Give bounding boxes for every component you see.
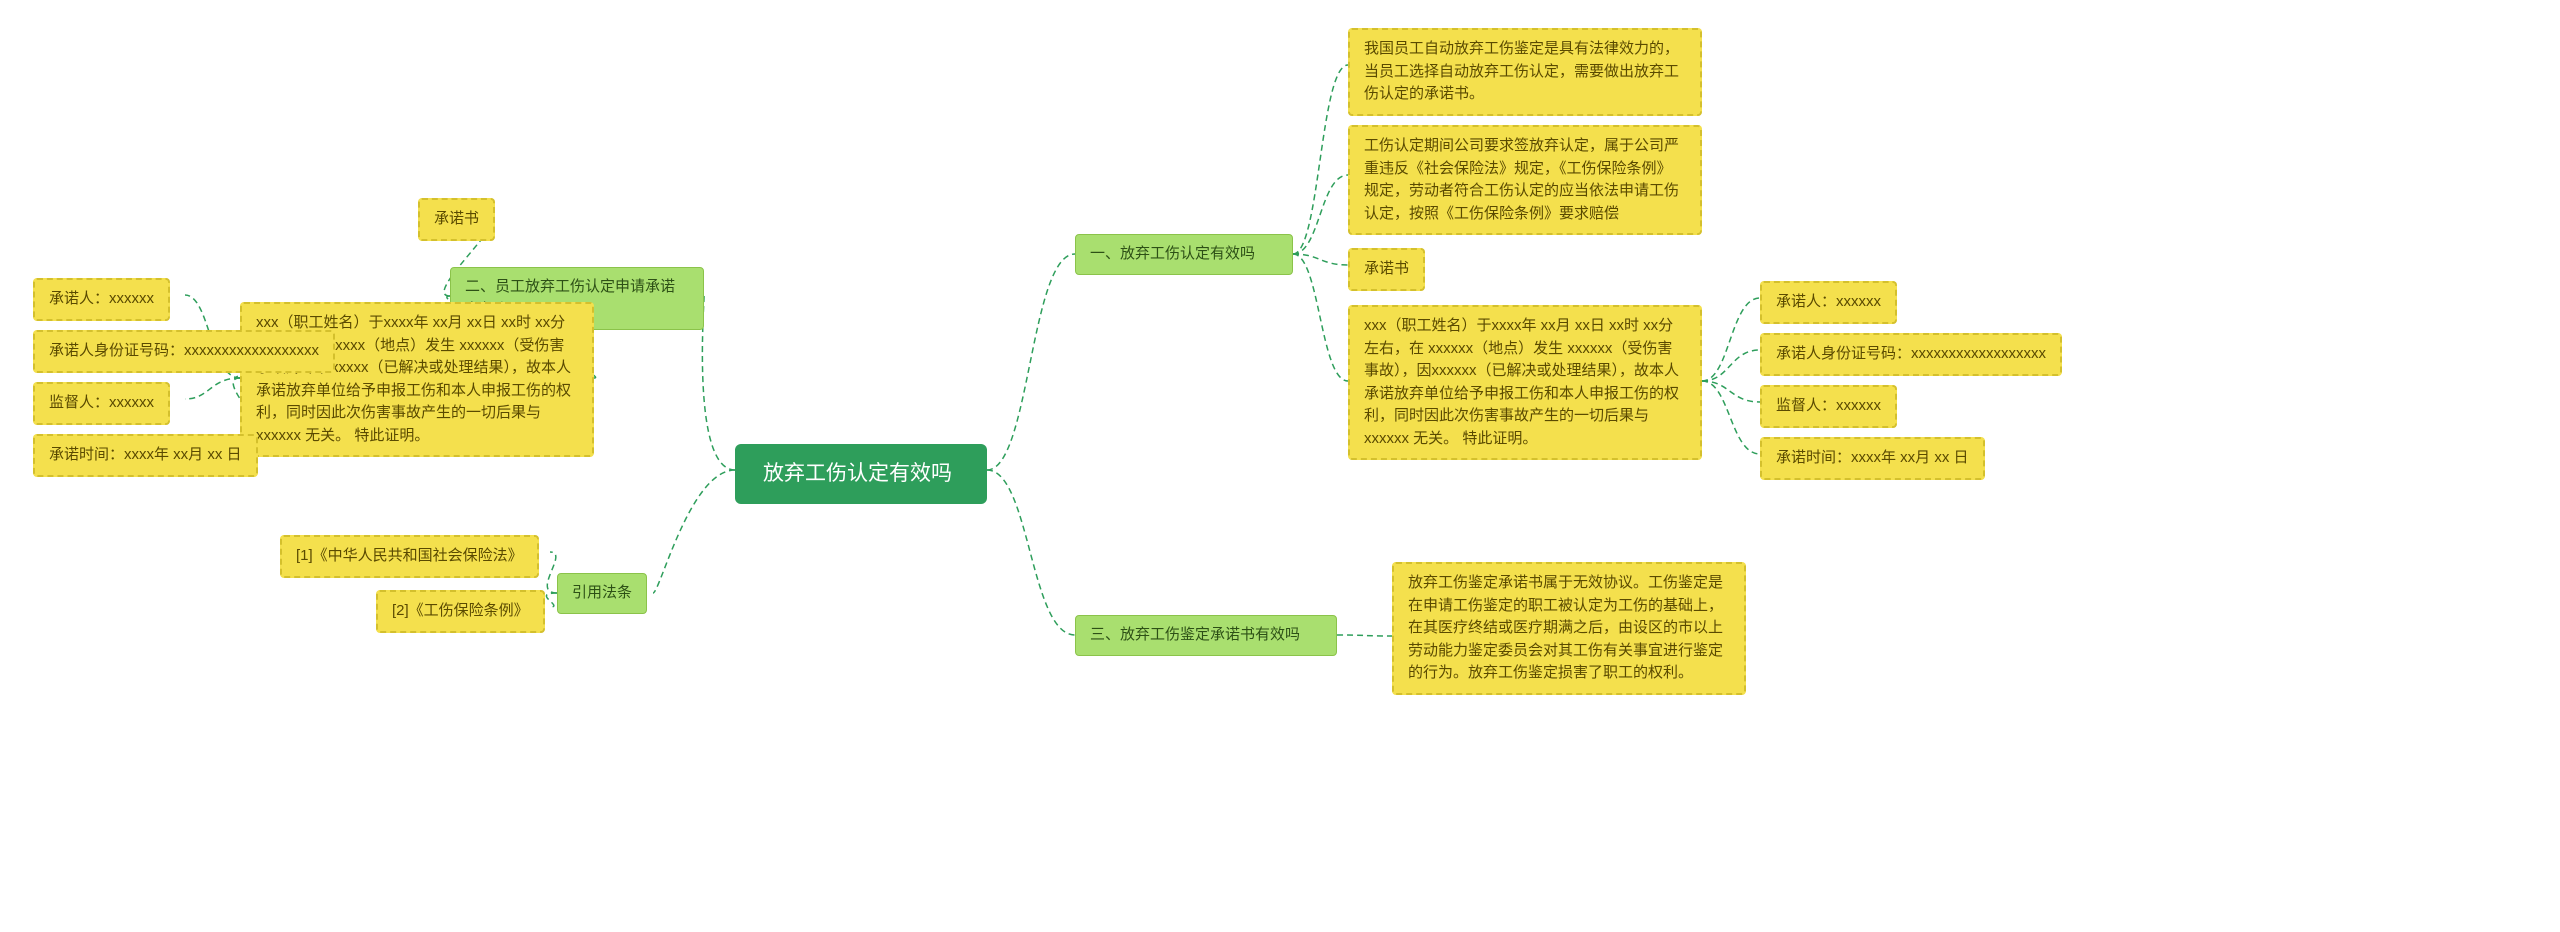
leaf-r4c-text: 监督人：xxxxxx [1776,397,1881,414]
connectors [0,0,2560,932]
branch-3[interactable]: 三、放弃工伤鉴定承诺书有效吗 [1075,615,1337,656]
leaf-r4b[interactable]: 承诺人身份证号码：xxxxxxxxxxxxxxxxxx [1760,333,2062,376]
branch-3-label: 三、放弃工伤鉴定承诺书有效吗 [1090,626,1300,643]
leaf-r5[interactable]: 放弃工伤鉴定承诺书属于无效协议。工伤鉴定是在申请工伤鉴定的职工被认定为工伤的基础… [1392,562,1746,695]
leaf-r1-text: 我国员工自动放弃工伤鉴定是具有法律效力的，当员工选择自动放弃工伤认定，需要做出放… [1364,40,1679,102]
leaf-r1[interactable]: 我国员工自动放弃工伤鉴定是具有法律效力的，当员工选择自动放弃工伤认定，需要做出放… [1348,28,1702,116]
leaf-l2c[interactable]: 监督人：xxxxxx [33,382,170,425]
leaf-r3-text: 承诺书 [1364,260,1409,277]
leaf-l2d[interactable]: 承诺时间：xxxx年 xx月 xx 日 [33,434,258,477]
leaf-l1[interactable]: 承诺书 [418,198,495,241]
leaf-l3-text: [1]《中华人民共和国社会保险法》 [296,547,523,564]
leaf-r4-text: xxx（职工姓名）于xxxx年 xx月 xx日 xx时 xx分左右，在 xxxx… [1364,317,1679,447]
leaf-l2[interactable]: xxx（职工姓名）于xxxx年 xx月 xx日 xx时 xx分左右，在 xxxx… [240,302,594,457]
root-node[interactable]: 放弃工伤认定有效吗 [735,444,987,504]
branch-1[interactable]: 一、放弃工伤认定有效吗 [1075,234,1293,275]
leaf-l4-text: [2]《工伤保险条例》 [392,602,529,619]
leaf-r4a[interactable]: 承诺人：xxxxxx [1760,281,1897,324]
leaf-l2b-text: 承诺人身份证号码：xxxxxxxxxxxxxxxxxx [49,342,319,359]
leaf-l2a-text: 承诺人：xxxxxx [49,290,154,307]
leaf-l2c-text: 监督人：xxxxxx [49,394,154,411]
leaf-r2[interactable]: 工伤认定期间公司要求签放弃认定，属于公司严重违反《社会保险法》规定，《工伤保险条… [1348,125,1702,235]
leaf-r4d-text: 承诺时间：xxxx年 xx月 xx 日 [1776,449,1969,466]
leaf-r4b-text: 承诺人身份证号码：xxxxxxxxxxxxxxxxxx [1776,345,2046,362]
branch-4[interactable]: 引用法条 [557,573,647,614]
root-label: 放弃工伤认定有效吗 [763,462,952,485]
leaf-r3[interactable]: 承诺书 [1348,248,1425,291]
branch-4-label: 引用法条 [572,584,632,601]
leaf-r4d[interactable]: 承诺时间：xxxx年 xx月 xx 日 [1760,437,1985,480]
leaf-r5-text: 放弃工伤鉴定承诺书属于无效协议。工伤鉴定是在申请工伤鉴定的职工被认定为工伤的基础… [1408,574,1723,681]
leaf-l2d-text: 承诺时间：xxxx年 xx月 xx 日 [49,446,242,463]
leaf-r4[interactable]: xxx（职工姓名）于xxxx年 xx月 xx日 xx时 xx分左右，在 xxxx… [1348,305,1702,460]
branch-1-label: 一、放弃工伤认定有效吗 [1090,245,1255,262]
leaf-r2-text: 工伤认定期间公司要求签放弃认定，属于公司严重违反《社会保险法》规定，《工伤保险条… [1364,137,1679,222]
leaf-l2a[interactable]: 承诺人：xxxxxx [33,278,170,321]
leaf-r4a-text: 承诺人：xxxxxx [1776,293,1881,310]
leaf-l3[interactable]: [1]《中华人民共和国社会保险法》 [280,535,539,578]
leaf-l4[interactable]: [2]《工伤保险条例》 [376,590,545,633]
leaf-l1-text: 承诺书 [434,210,479,227]
leaf-r4c[interactable]: 监督人：xxxxxx [1760,385,1897,428]
leaf-l2b[interactable]: 承诺人身份证号码：xxxxxxxxxxxxxxxxxx [33,330,335,373]
